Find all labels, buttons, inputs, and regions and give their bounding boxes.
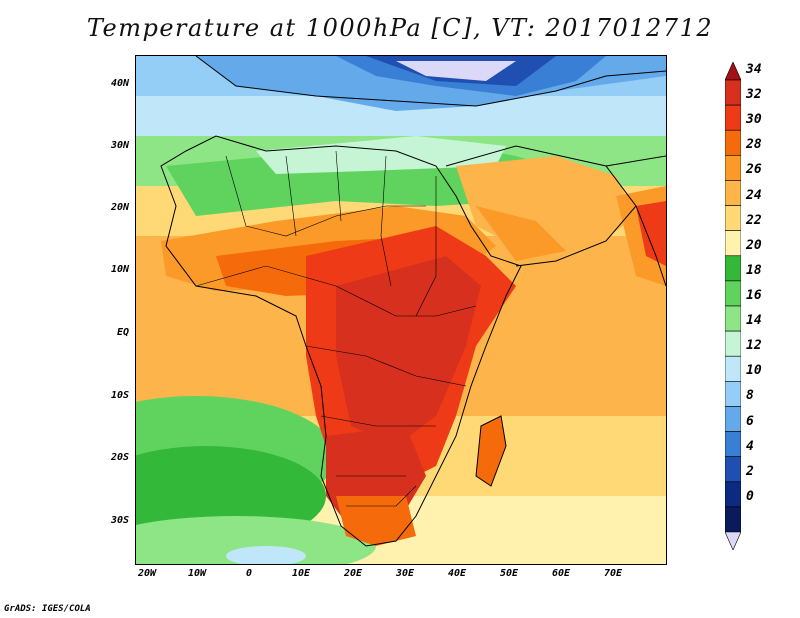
colorbar-label: 16 [746,288,762,303]
y-tick-label: 20S [110,452,129,463]
x-tick-label: 20E [343,568,363,579]
colorbar-swatch [725,355,741,382]
y-tick-label: 30N [110,140,129,151]
colorbar-swatch [725,406,741,432]
x-tick-label: 30E [395,568,415,579]
colorbar [725,62,741,550]
colorbar-swatch [725,481,741,508]
colorbar-label: 14 [746,313,762,329]
colorbar-swatch [725,104,741,131]
colorbar-label: 30 [746,112,762,128]
colorbar-label: 0 [746,488,754,504]
colorbar-swatch [725,456,741,483]
colorbar-label: 2 [746,463,754,479]
colorbar-swatch [725,280,741,307]
colorbar-swatch [725,62,741,81]
colorbar-swatch [725,230,741,257]
colorbar-swatch [725,155,741,181]
y-tick-label: 30S [110,515,129,526]
x-tick-label: 70E [603,568,623,579]
colorbar-label: 10 [746,363,762,379]
y-tick-label: 20N [110,202,129,213]
colorbar-swatch [725,180,741,206]
colorbar-swatch [725,330,741,357]
colorbar-swatch [725,531,741,550]
colorbar-swatch [725,129,741,156]
colorbar-label: 18 [746,262,762,278]
x-tick-label: 10E [291,568,311,579]
colorbar-label: 8 [746,388,754,404]
chart-title: Temperature at 1000hPa [C], VT: 20170127… [86,14,714,42]
colorbar-label: 22 [746,212,762,228]
y-tick-label: 40N [110,78,129,89]
x-tick-label: 20W [137,568,157,579]
colorbar-swatch [725,79,741,106]
x-tick-label: 50E [499,568,519,579]
colorbar-label: 32 [746,87,762,103]
x-tick-label: 60E [551,568,571,579]
colorbar-label: 4 [746,438,754,454]
colorbar-label: 26 [746,162,762,178]
colorbar-label: 28 [746,137,762,153]
credit-text: GrADS: IGES/COLA [4,604,91,614]
colorbar-swatch [725,381,741,407]
colorbar-label: 20 [746,237,762,253]
colorbar-swatch [725,431,741,457]
colorbar-label: 34 [746,62,762,77]
colorbar-swatch [725,205,741,231]
colorbar-swatch [725,255,741,282]
temperature-map [136,56,666,564]
colorbar-label: 24 [746,187,762,203]
x-tick-label: 10W [187,568,207,579]
map-plot [135,55,667,565]
colorbar-swatch [725,305,741,332]
colorbar-swatch [725,506,741,533]
x-tick-label: 40E [447,568,467,579]
y-tick-label: EQ [116,327,129,338]
y-tick-label: 10N [110,264,129,275]
y-tick-label: 10S [110,390,129,401]
x-tick-label: 0 [245,568,253,579]
colorbar-label: 6 [746,413,754,429]
colorbar-label: 12 [746,338,762,354]
